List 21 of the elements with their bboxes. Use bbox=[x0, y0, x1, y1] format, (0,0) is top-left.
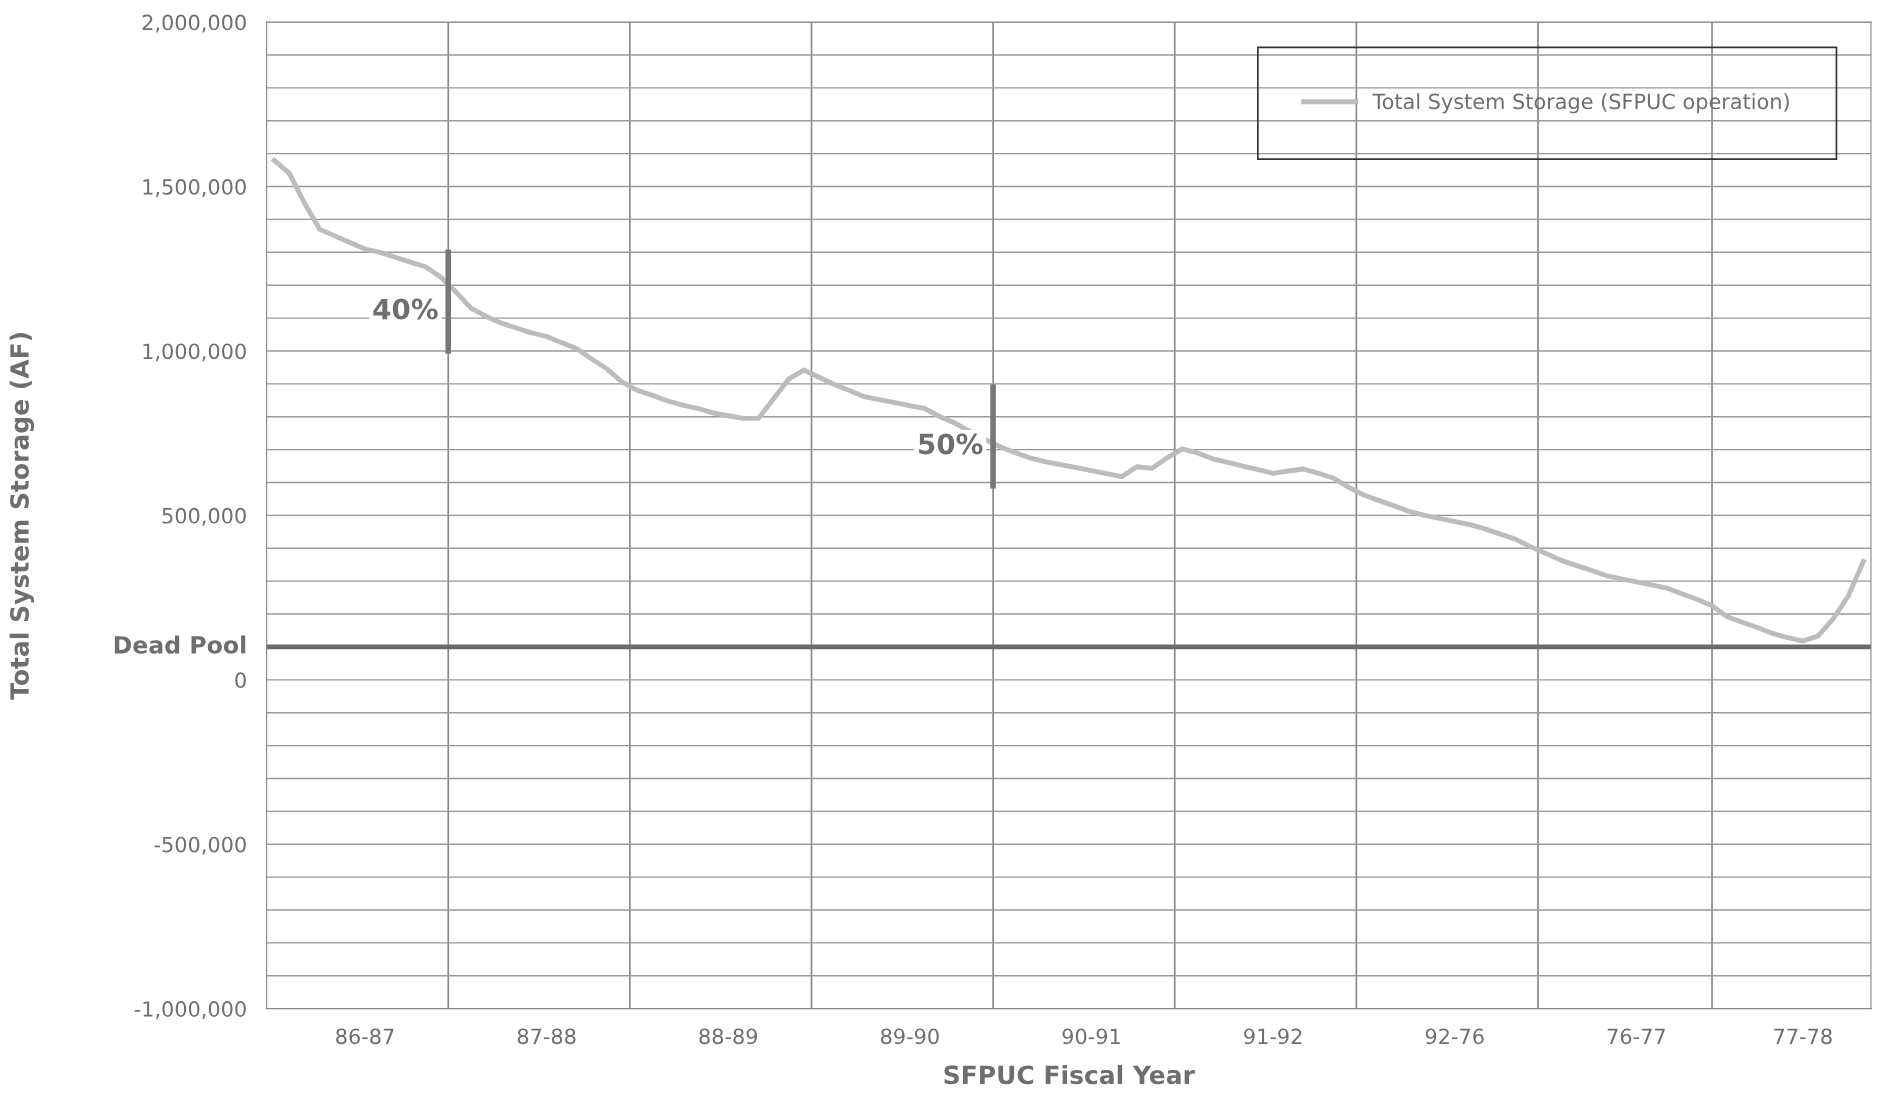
x-tick-label: 89-90 bbox=[881, 1028, 939, 1045]
x-axis-title: SFPUC Fiscal Year bbox=[944, 1064, 1195, 1085]
x-tick-label: 76-77 bbox=[1607, 1028, 1665, 1045]
x-tick-label: 88-89 bbox=[699, 1028, 758, 1045]
y-tick-label: 500,000 bbox=[162, 507, 246, 526]
y-tick-label: 0 bbox=[235, 672, 246, 689]
y-axis-title: Total System Storage (AF) bbox=[9, 333, 35, 700]
annotation: 40% bbox=[373, 298, 438, 320]
x-tick-label: 77-78 bbox=[1774, 1028, 1832, 1045]
ref-line-label: Dead Pool bbox=[114, 635, 246, 654]
y-tick-label: 1,500,000 bbox=[143, 179, 246, 197]
x-tick-label: 91-92 bbox=[1244, 1028, 1302, 1045]
x-tick-label: 87-88 bbox=[517, 1028, 576, 1045]
x-tick-label: 86-87 bbox=[336, 1028, 394, 1045]
annotation: 50% bbox=[919, 433, 983, 455]
x-tick-label: 92-76 bbox=[1425, 1028, 1484, 1045]
y-tick-label: -500,000 bbox=[154, 836, 246, 855]
y-tick-label: 1,000,000 bbox=[143, 343, 246, 362]
y-tick-label: 2,000,000 bbox=[142, 14, 246, 33]
x-tick-label: 90-91 bbox=[1062, 1028, 1120, 1045]
y-tick-label: -1,000,000 bbox=[134, 1001, 246, 1020]
